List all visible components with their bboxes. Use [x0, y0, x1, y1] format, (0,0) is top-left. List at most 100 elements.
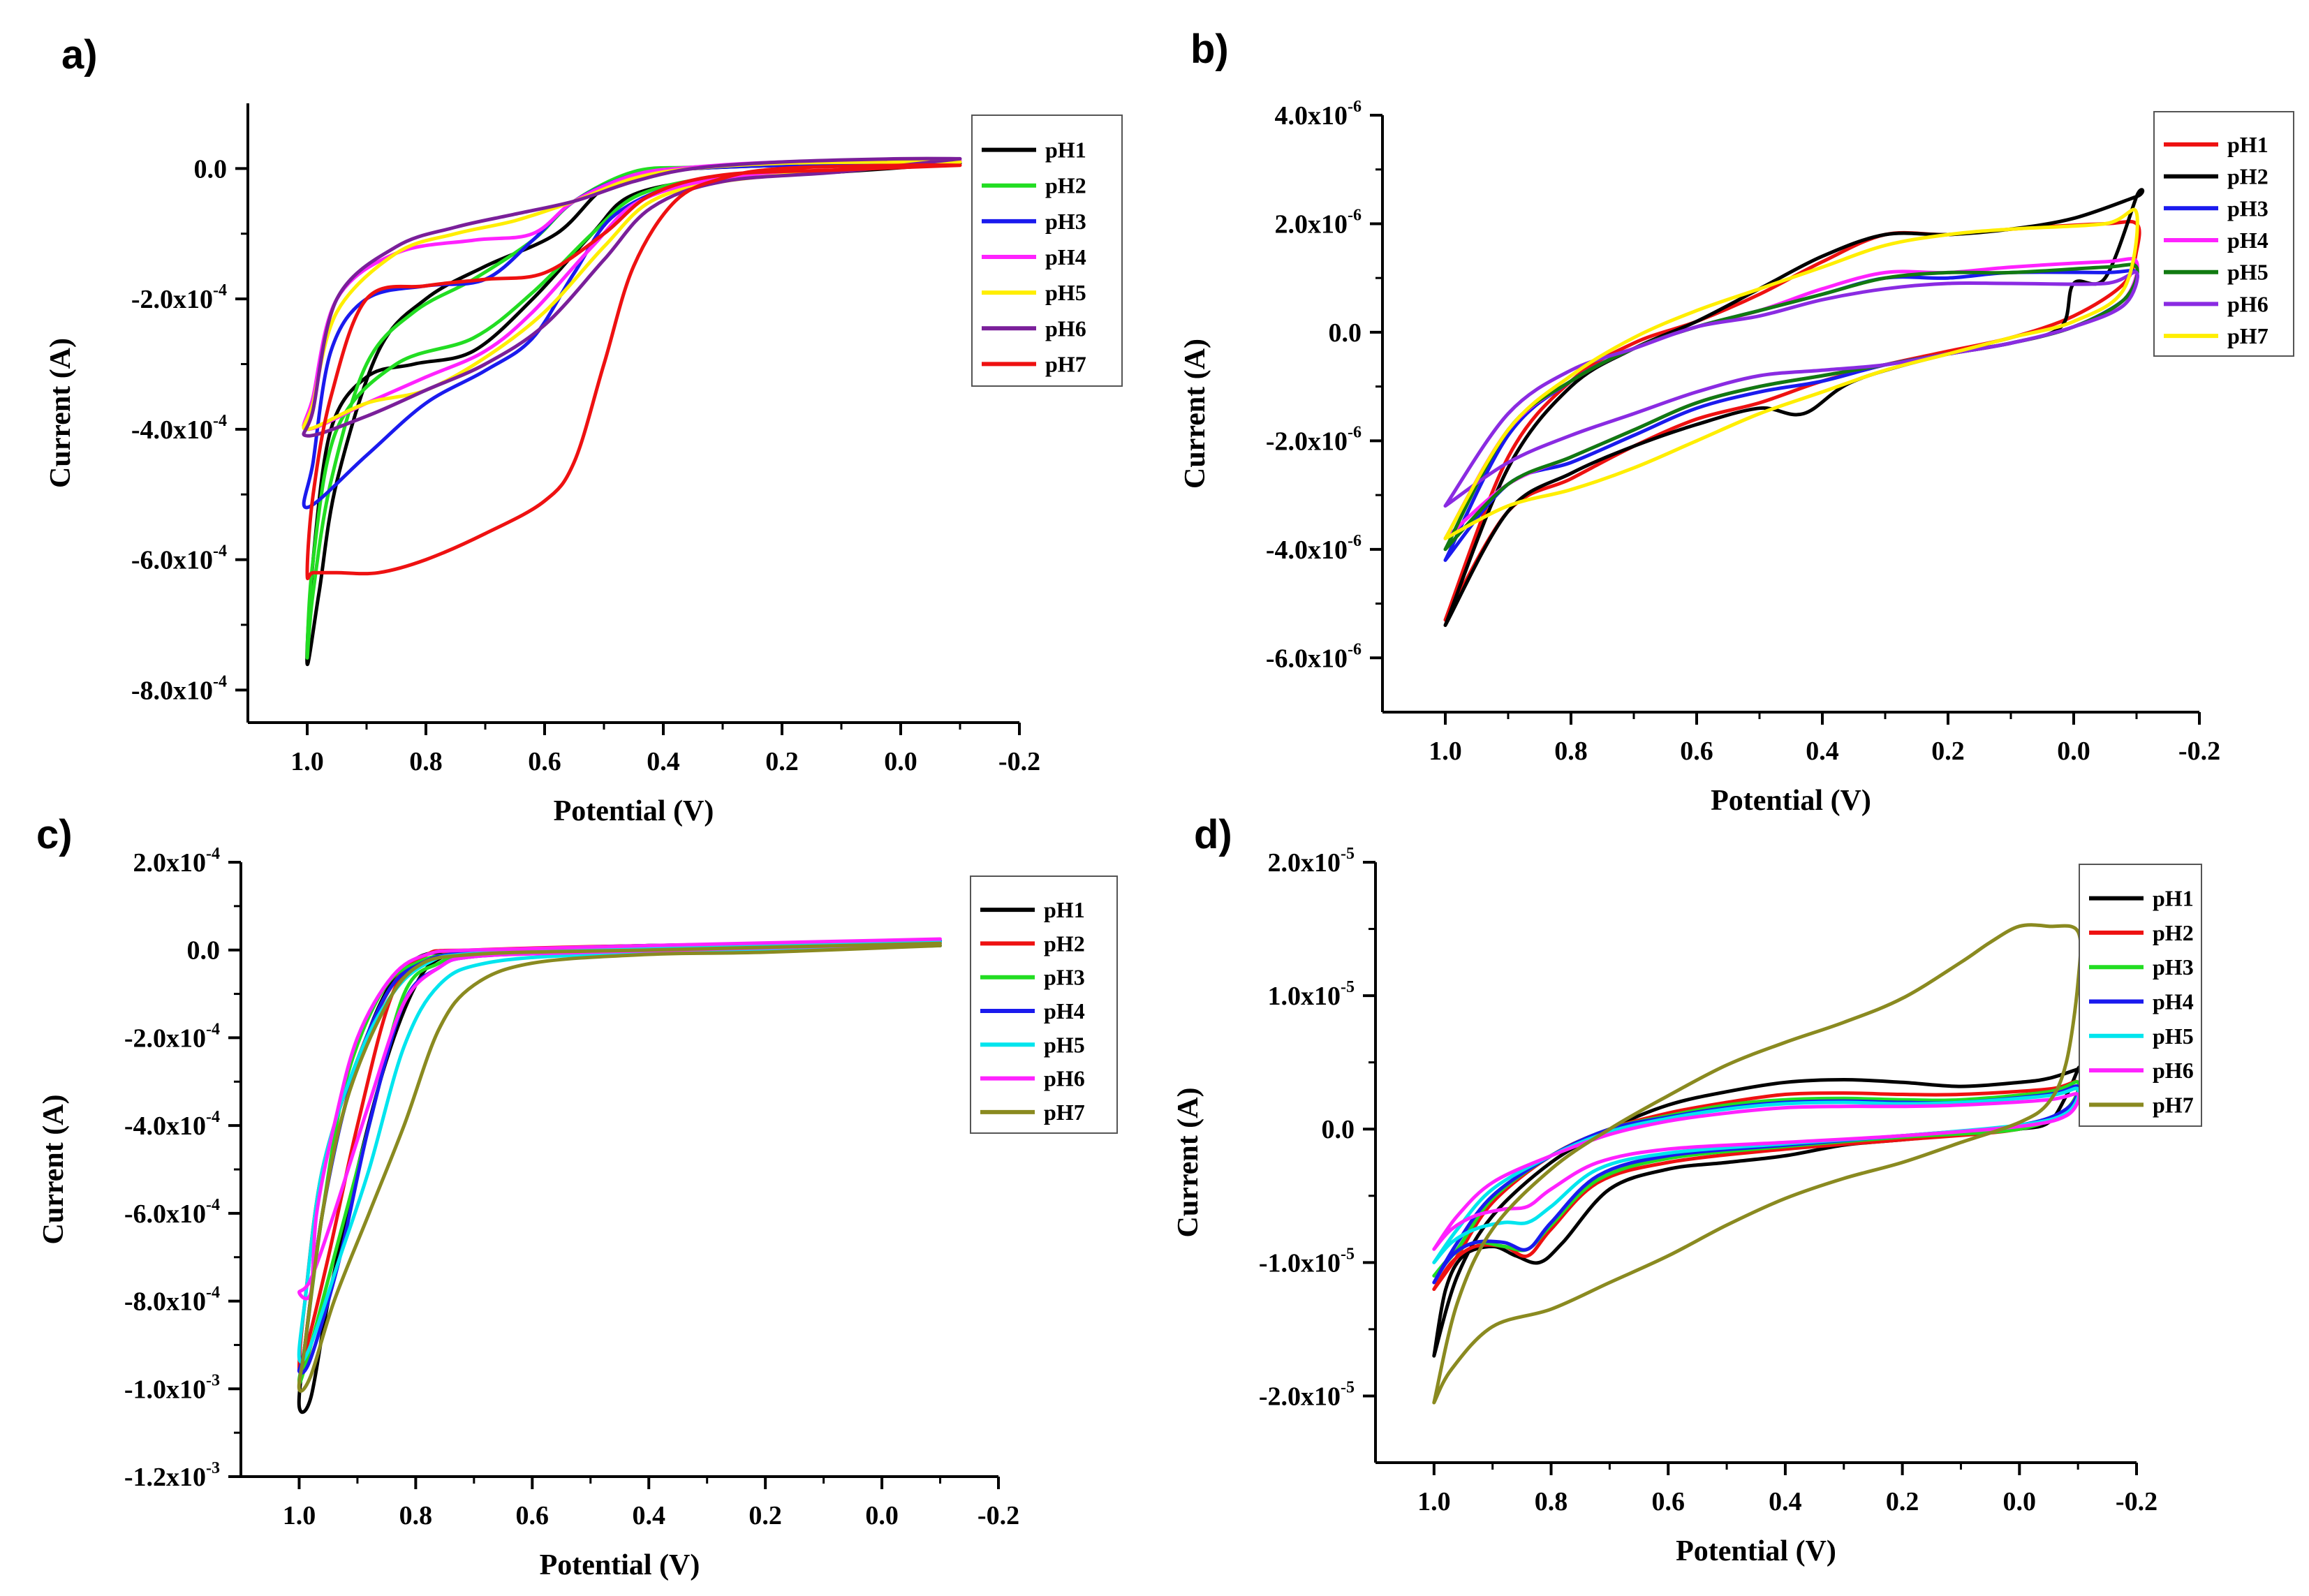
legend-label-ph5: pH5	[1045, 280, 1086, 305]
y-tick-label: -4.0x10-6	[1266, 532, 1362, 565]
x-axis-title: Potential (V)	[1676, 1535, 1836, 1567]
x-axis-title: Potential (V)	[554, 795, 714, 827]
y-tick-label: 0.0	[194, 154, 228, 184]
x-tick-label: -0.2	[978, 1501, 1019, 1530]
series-line-ph7	[297, 941, 942, 1393]
y-tick-label: -8.0x10-4	[131, 672, 227, 705]
x-tick-label: 0.2	[1931, 737, 1965, 766]
y-tick-label: -6.0x10-4	[124, 1196, 220, 1229]
y-axis-title: Current (A)	[1172, 1087, 1204, 1237]
legend-label-ph1: pH1	[1045, 138, 1086, 163]
legend-label-ph5: pH5	[2227, 260, 2269, 285]
x-tick-label: 0.4	[1769, 1487, 1802, 1516]
legend-label-ph1: pH1	[2227, 132, 2269, 157]
x-tick-label: 0.8	[1535, 1487, 1568, 1516]
legend-label-ph1: pH1	[2153, 886, 2194, 911]
legend-label-ph7: pH7	[1044, 1100, 1085, 1125]
legend-label-ph2: pH2	[1044, 931, 1085, 956]
y-tick-label: 0.0	[1329, 318, 1362, 348]
x-tick-label: 0.2	[1886, 1487, 1919, 1516]
series-line-ph5	[1432, 1086, 2081, 1264]
x-tick-label: 0.8	[1554, 737, 1588, 766]
series-line-ph2	[297, 940, 942, 1373]
y-tick-label: 2.0x10-6	[1275, 206, 1362, 239]
legend-label-ph2: pH2	[2227, 164, 2269, 189]
x-tick-label: 0.0	[2003, 1487, 2037, 1516]
series-line-ph1	[1443, 219, 2141, 622]
legend-box	[2079, 864, 2202, 1127]
legend-box	[971, 114, 1123, 387]
legend-label-ph6: pH6	[1044, 1066, 1085, 1091]
legend-box	[970, 875, 1118, 1134]
x-tick-label: -0.2	[2116, 1487, 2157, 1516]
legend-label-ph3: pH3	[2153, 954, 2194, 980]
legend-label-ph6: pH6	[1045, 316, 1086, 341]
panel-d: d) 1.0 0.8 0.6 0.4 0.2 0.0 -0.2 2.0x10-5 1.0x10-5…	[1172, 812, 2202, 1567]
y-tick-label: 2.0x10-5	[1268, 845, 1355, 878]
x-tick-label: 0.6	[1651, 1487, 1685, 1516]
panel-a: a) 1.0 0.8 0.6 0.4 0.2 0.0 -0.2 0.0 -2.0x10-4 -4.0…	[45, 32, 1123, 827]
x-tick-label: 1.0	[290, 747, 324, 776]
y-tick-label: -6.0x10-4	[131, 542, 227, 575]
y-tick-label: -1.2x10-3	[124, 1459, 220, 1492]
legend-label-ph2: pH2	[1045, 173, 1086, 198]
y-tick-label: 2.0x10-4	[133, 845, 221, 878]
x-tick-label: 0.4	[1806, 737, 1839, 766]
y-tick-label: -2.0x10-4	[131, 281, 227, 314]
legend-label-ph3: pH3	[1045, 209, 1086, 234]
series-line-ph6	[297, 937, 942, 1301]
legend-box	[2153, 111, 2294, 357]
panel-letter: a)	[61, 32, 98, 77]
series-line-ph7	[1443, 207, 2139, 540]
series-line-ph2	[305, 160, 962, 660]
x-axis-title: Potential (V)	[540, 1549, 700, 1581]
x-tick-label: 1.0	[283, 1501, 316, 1530]
y-axis-title: Current (A)	[38, 1094, 70, 1244]
y-tick-label: 0.0	[1322, 1115, 1355, 1144]
x-tick-label: 1.0	[1417, 1487, 1451, 1516]
panel-c: c) 1.0 0.8 0.6 0.4 0.2 0.0 -0.2 2.0x10-4 0.0 -2.0x…	[36, 812, 1118, 1581]
panel-letter: c)	[36, 812, 73, 857]
legend-label-ph4: pH4	[2227, 228, 2269, 253]
series-line-ph1	[297, 939, 942, 1414]
legend-label-ph4: pH4	[1044, 998, 1085, 1024]
series-line-ph3	[297, 939, 942, 1385]
legend-label-ph5: pH5	[1044, 1032, 1085, 1057]
series-line-ph7	[305, 163, 962, 580]
y-tick-label: 4.0x10-6	[1275, 98, 1362, 131]
x-tick-label: 0.8	[409, 747, 443, 776]
y-tick-label: 1.0x10-5	[1268, 978, 1355, 1011]
x-tick-label: -0.2	[2178, 737, 2220, 766]
x-tick-label: 0.6	[528, 747, 561, 776]
panel-letter: d)	[1194, 812, 1232, 857]
legend-label-ph1: pH1	[1044, 897, 1085, 922]
x-tick-label: 0.0	[865, 1501, 899, 1530]
legend-label-ph4: pH4	[2153, 989, 2194, 1014]
series-line-ph6	[1443, 269, 2139, 508]
legend-label-ph6: pH6	[2153, 1058, 2194, 1083]
legend-label-ph5: pH5	[2153, 1024, 2194, 1049]
legend-label-ph3: pH3	[1044, 965, 1085, 990]
series-line-ph1	[1432, 1065, 2083, 1358]
panel-letter: b)	[1190, 27, 1229, 72]
x-tick-label: 0.8	[399, 1501, 433, 1530]
x-tick-label: 0.6	[516, 1501, 549, 1530]
y-tick-label: -4.0x10-4	[124, 1108, 220, 1141]
panel-b: b) 1.0 0.8 0.6 0.4 0.2 0.0 -0.2 4.0x10-6 2.0x10-6…	[1179, 27, 2294, 817]
series-line-ph1	[305, 161, 962, 666]
legend-label-ph6: pH6	[2227, 291, 2269, 316]
x-tick-label: 1.0	[1429, 737, 1462, 766]
legend-label-ph4: pH4	[1045, 244, 1086, 269]
legend-label-ph7: pH7	[2153, 1092, 2194, 1117]
y-tick-label: -4.0x10-4	[131, 412, 227, 445]
x-tick-label: 0.4	[632, 1501, 665, 1530]
y-tick-label: -6.0x10-6	[1266, 640, 1362, 673]
legend-label-ph7: pH7	[2227, 323, 2269, 348]
legend-label-ph2: pH2	[2153, 920, 2194, 945]
x-tick-label: 0.2	[765, 747, 799, 776]
x-tick-label: 0.6	[1680, 737, 1713, 766]
series-line-ph2	[1443, 188, 2145, 628]
y-tick-label: -1.0x10-5	[1259, 1245, 1355, 1278]
y-tick-label: 0.0	[187, 936, 221, 966]
